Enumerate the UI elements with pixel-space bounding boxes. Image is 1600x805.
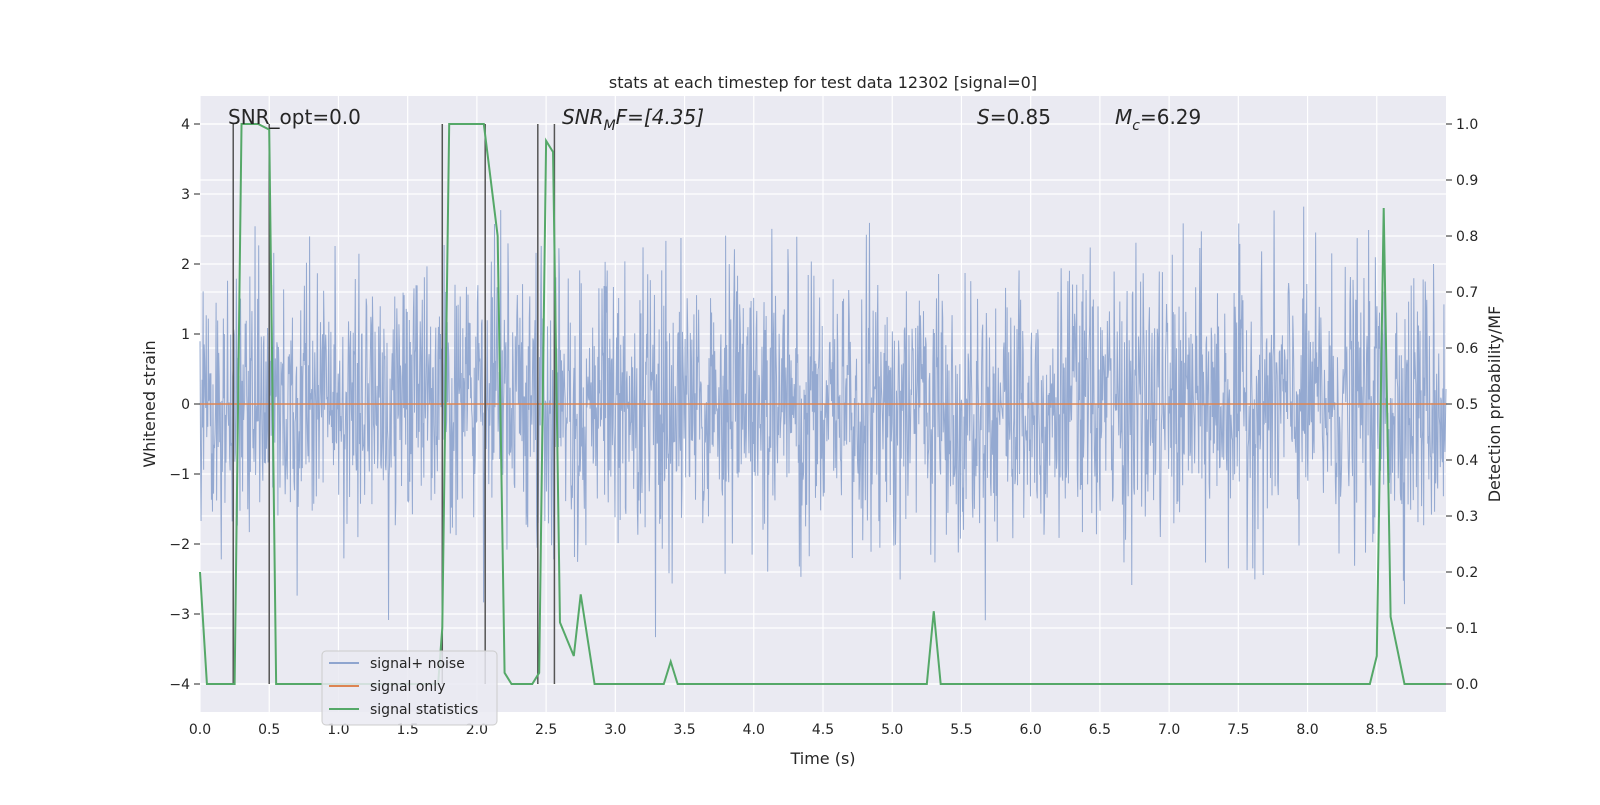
y-left-tick-label: 2	[181, 257, 190, 273]
y-left-tick-label: −2	[169, 537, 190, 553]
annotation-snr-opt: SNR_opt=0.0	[228, 105, 361, 129]
y-right-tick-label: 0.6	[1456, 341, 1478, 357]
annotation-s-value: =0.85	[990, 105, 1051, 129]
annotation-mc: Mc=6.29	[1115, 105, 1201, 134]
annotation-mc-value: =6.29	[1140, 105, 1201, 129]
y-left-tick-labels: −4 −3 −2 −1 0 1 2 3 4	[169, 117, 200, 693]
annotation-s: S=0.85	[977, 105, 1051, 129]
annotation-snr-mf: SNRMF=[4.35]	[562, 105, 704, 134]
y-left-tick-label: 3	[181, 187, 190, 203]
y-axis-label-left: Whitened strain	[140, 340, 159, 467]
x-tick-label: 1.0	[327, 722, 349, 738]
y-left-tick-label: −1	[169, 467, 190, 483]
y-left-tick-label: 4	[181, 117, 190, 133]
x-tick-label: 5.5	[950, 722, 972, 738]
legend-label-signal-statistics: signal statistics	[370, 702, 478, 718]
x-tick-label: 6.5	[1089, 722, 1111, 738]
x-tick-label: 2.5	[535, 722, 557, 738]
y-right-tick-label: 0.1	[1456, 621, 1478, 637]
x-tick-label: 6.0	[1020, 722, 1042, 738]
x-tick-label: 5.0	[881, 722, 903, 738]
y-right-tick-label: 0.7	[1456, 285, 1478, 301]
annotation-snr-mf-name: SNR	[562, 105, 604, 129]
signal-statistics-line	[199, 123, 1446, 685]
chart-title: stats at each timestep for test data 123…	[609, 73, 1037, 92]
annotation-s-name: S	[977, 105, 990, 129]
annotation-snr-mf-sub: M	[604, 118, 616, 134]
x-tick-label: 8.5	[1366, 722, 1388, 738]
y-right-tick-labels: 0.0 0.1 0.2 0.3 0.4 0.5 0.6 0.7 0.8 0.9 1.0	[1446, 117, 1478, 693]
annotation-mc-sub: c	[1132, 118, 1140, 134]
noise-trace	[199, 206, 1447, 638]
annotation-mc-name: M	[1115, 105, 1132, 129]
y-left-tick-label: −4	[169, 677, 190, 693]
y-right-tick-label: 1.0	[1456, 117, 1478, 133]
y-axis-label-right: Detection probability/MF	[1485, 306, 1504, 503]
x-tick-label: 7.0	[1158, 722, 1180, 738]
x-tick-label: 8.0	[1296, 722, 1318, 738]
x-tick-label: 0.0	[189, 722, 211, 738]
y-right-tick-label: 0.0	[1456, 677, 1478, 693]
series-signal-statistics	[199, 123, 1446, 685]
legend-label-signal-noise: signal+ noise	[370, 656, 465, 672]
x-tick-label: 4.0	[743, 722, 765, 738]
x-tick-label: 4.5	[812, 722, 834, 738]
x-tick-label: 0.5	[258, 722, 280, 738]
legend-label-signal-only: signal only	[370, 679, 445, 695]
y-left-tick-label: −3	[169, 607, 190, 623]
annotation-snr-mf-rest-f: F=[4.35]	[616, 105, 704, 129]
y-right-tick-label: 0.3	[1456, 509, 1478, 525]
series-signal-noise	[199, 206, 1447, 638]
y-right-tick-label: 0.2	[1456, 565, 1478, 581]
x-tick-label: 7.5	[1227, 722, 1249, 738]
x-tick-labels: 0.0 0.5 1.0 1.5 2.0 2.5 3.0 3.5 4.0 4.5 5.0 5.5 6.0 6…	[189, 722, 1388, 738]
x-axis-label: Time (s)	[789, 749, 855, 768]
y-left-tick-label: 0	[181, 397, 190, 413]
x-tick-label: 1.5	[397, 722, 419, 738]
y-right-tick-label: 0.9	[1456, 173, 1478, 189]
x-tick-label: 3.0	[604, 722, 626, 738]
y-right-tick-label: 0.8	[1456, 229, 1478, 245]
y-right-tick-label: 0.5	[1456, 397, 1478, 413]
x-tick-label: 2.0	[466, 722, 488, 738]
y-left-tick-label: 1	[181, 327, 190, 343]
x-tick-label: 3.5	[673, 722, 695, 738]
y-right-tick-label: 0.4	[1456, 453, 1478, 469]
legend-box	[321, 650, 498, 726]
legend: signal+ noise signal only signal statist…	[321, 650, 498, 726]
